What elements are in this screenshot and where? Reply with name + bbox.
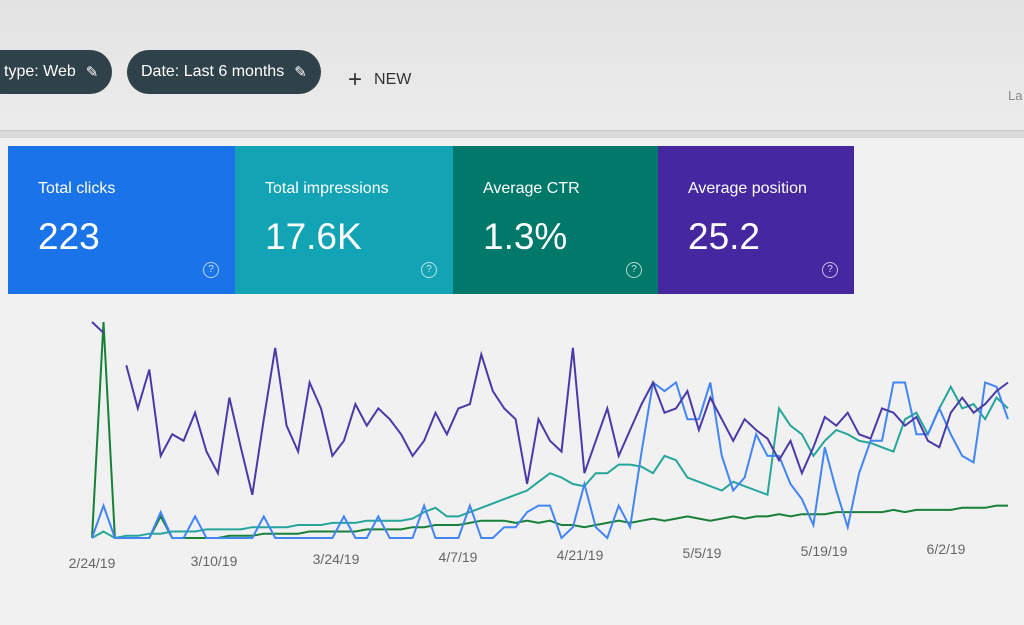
card-total-clicks[interactable]: Total clicks 223 ? <box>8 146 235 294</box>
filter-bar: type: Web ✎ Date: Last 6 months ✎ + NEW … <box>0 0 1024 131</box>
card-value: 25.2 <box>688 216 761 257</box>
card-label: Average position <box>688 180 807 197</box>
filter-chip-date[interactable]: Date: Last 6 months ✎ <box>127 50 321 94</box>
plus-icon: + <box>348 66 363 93</box>
card-value: 1.3% <box>483 216 568 257</box>
x-tick-label: 3/24/19 <box>313 551 360 567</box>
filter-chip-label: Date: Last 6 months <box>141 63 285 80</box>
performance-chart[interactable]: 2/24/19 3/10/19 3/24/19 4/7/19 4/21/19 5/5/19… <box>0 300 1024 600</box>
x-tick-label: 2/24/19 <box>69 555 116 571</box>
pencil-icon[interactable]: ✎ <box>294 64 307 81</box>
series-line-ctr <box>91 321 1008 539</box>
card-average-position[interactable]: Average position 25.2 ? <box>658 146 854 294</box>
filter-chip-label: type: Web <box>4 63 76 80</box>
metric-cards: Total clicks 223 ? Total impressions 17.… <box>8 146 854 294</box>
filter-chip-type[interactable]: type: Web ✎ <box>0 50 113 94</box>
series-line-clicks <box>91 380 1009 540</box>
pencil-icon[interactable]: ✎ <box>85 64 99 81</box>
x-tick-label: 5/5/19 <box>683 545 722 561</box>
series-line-impressions <box>91 384 1009 540</box>
help-icon[interactable]: ? <box>421 262 437 278</box>
help-icon[interactable]: ? <box>203 262 219 278</box>
x-tick-label: 5/19/19 <box>801 543 848 559</box>
new-filter-button[interactable]: + NEW <box>348 66 411 94</box>
card-total-impressions[interactable]: Total impressions 17.6K ? <box>235 146 453 294</box>
help-icon[interactable]: ? <box>626 262 642 278</box>
x-tick-label: 4/21/19 <box>557 547 604 563</box>
card-average-ctr[interactable]: Average CTR 1.3% ? <box>453 146 658 294</box>
x-tick-label: 6/2/19 <box>927 541 966 557</box>
card-label: Total impressions <box>265 180 389 197</box>
x-tick-label: 4/7/19 <box>439 549 478 565</box>
card-label: Total clicks <box>38 180 116 197</box>
x-tick-label: 3/10/19 <box>191 553 238 569</box>
card-label: Average CTR <box>483 180 580 197</box>
new-label: NEW <box>374 71 412 88</box>
right-text: La <box>1008 88 1023 103</box>
help-icon[interactable]: ? <box>822 262 838 278</box>
card-value: 223 <box>38 216 100 257</box>
card-value: 17.6K <box>265 216 362 257</box>
series-line-position <box>91 321 1009 496</box>
